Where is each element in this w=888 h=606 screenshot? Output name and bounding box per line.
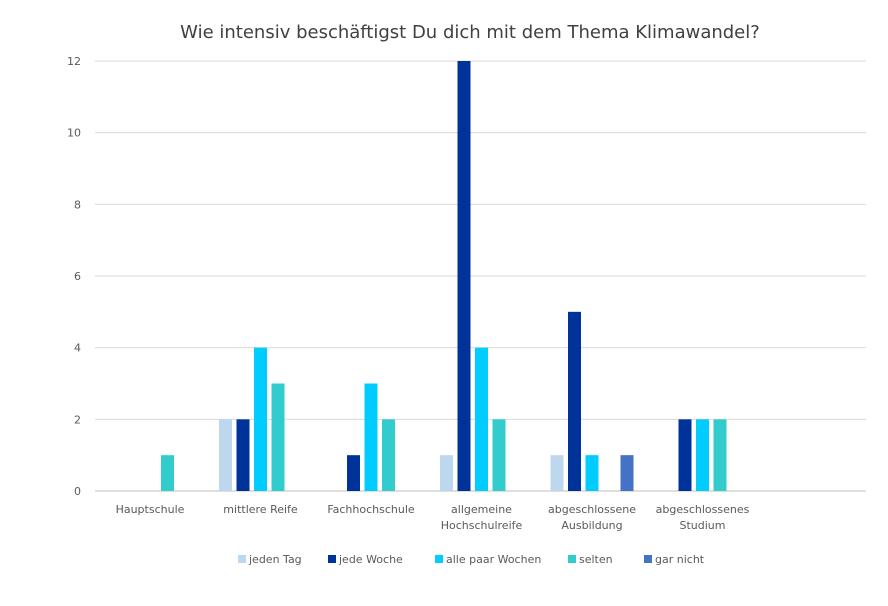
y-tick-label: 8 <box>74 198 81 211</box>
legend-item: selten <box>568 553 613 566</box>
legend-label: selten <box>579 553 613 566</box>
bar <box>254 347 267 491</box>
legend-label: jede Woche <box>338 553 403 566</box>
legend-swatch <box>435 555 443 563</box>
bar <box>161 455 174 491</box>
bar <box>492 419 506 491</box>
bar <box>678 419 692 491</box>
legend-swatch <box>328 555 336 563</box>
bar <box>550 455 564 491</box>
legend-label: jeden Tag <box>248 553 302 566</box>
x-tick-label: abgeschlossene Ausbildung <box>548 503 636 532</box>
y-tick-label: 10 <box>67 127 81 140</box>
y-tick-label: 0 <box>74 485 81 498</box>
bar <box>347 455 360 491</box>
bar <box>696 419 709 491</box>
x-tick-label: allgemeine Hochschulreife <box>441 503 523 532</box>
bar <box>382 419 395 491</box>
legend-item: jeden Tag <box>238 553 302 566</box>
legend: jeden Tag jede Woche alle paar Wochen selte… <box>238 553 705 566</box>
category-labels: Hauptschule mittlere Reife Fachhochschule a… <box>116 503 750 532</box>
x-tick-label: mittlere Reife <box>223 503 298 516</box>
legend-item: jede Woche <box>328 553 403 566</box>
y-tick-label: 12 <box>67 55 81 68</box>
bar <box>585 455 599 491</box>
legend-swatch <box>568 555 576 563</box>
bar <box>457 61 471 491</box>
x-tick-label: Hauptschule <box>116 503 185 516</box>
bars <box>161 61 727 491</box>
legend-label: gar nicht <box>655 553 705 566</box>
bar <box>271 383 285 491</box>
bar <box>568 311 581 491</box>
bar <box>620 455 634 491</box>
legend-swatch <box>238 555 246 563</box>
x-tick-label: Fachhochschule <box>327 503 415 516</box>
y-axis-ticks: 0 2 4 6 8 10 12 <box>67 55 81 498</box>
y-tick-label: 6 <box>74 270 81 283</box>
y-tick-label: 4 <box>74 342 81 355</box>
bar <box>236 419 250 491</box>
bar <box>713 419 727 491</box>
legend-label: alle paar Wochen <box>446 553 541 566</box>
bar <box>475 347 488 491</box>
bar <box>219 419 232 491</box>
chart-title: Wie intensiv beschäftigst Du dich mit de… <box>180 22 760 43</box>
legend-item: alle paar Wochen <box>435 553 541 566</box>
bar <box>440 455 453 491</box>
bar <box>364 383 378 491</box>
legend-item: gar nicht <box>644 553 705 566</box>
x-tick-label: abgeschlossenes Studium <box>656 503 750 532</box>
legend-swatch <box>644 555 652 563</box>
y-tick-label: 2 <box>74 413 81 426</box>
